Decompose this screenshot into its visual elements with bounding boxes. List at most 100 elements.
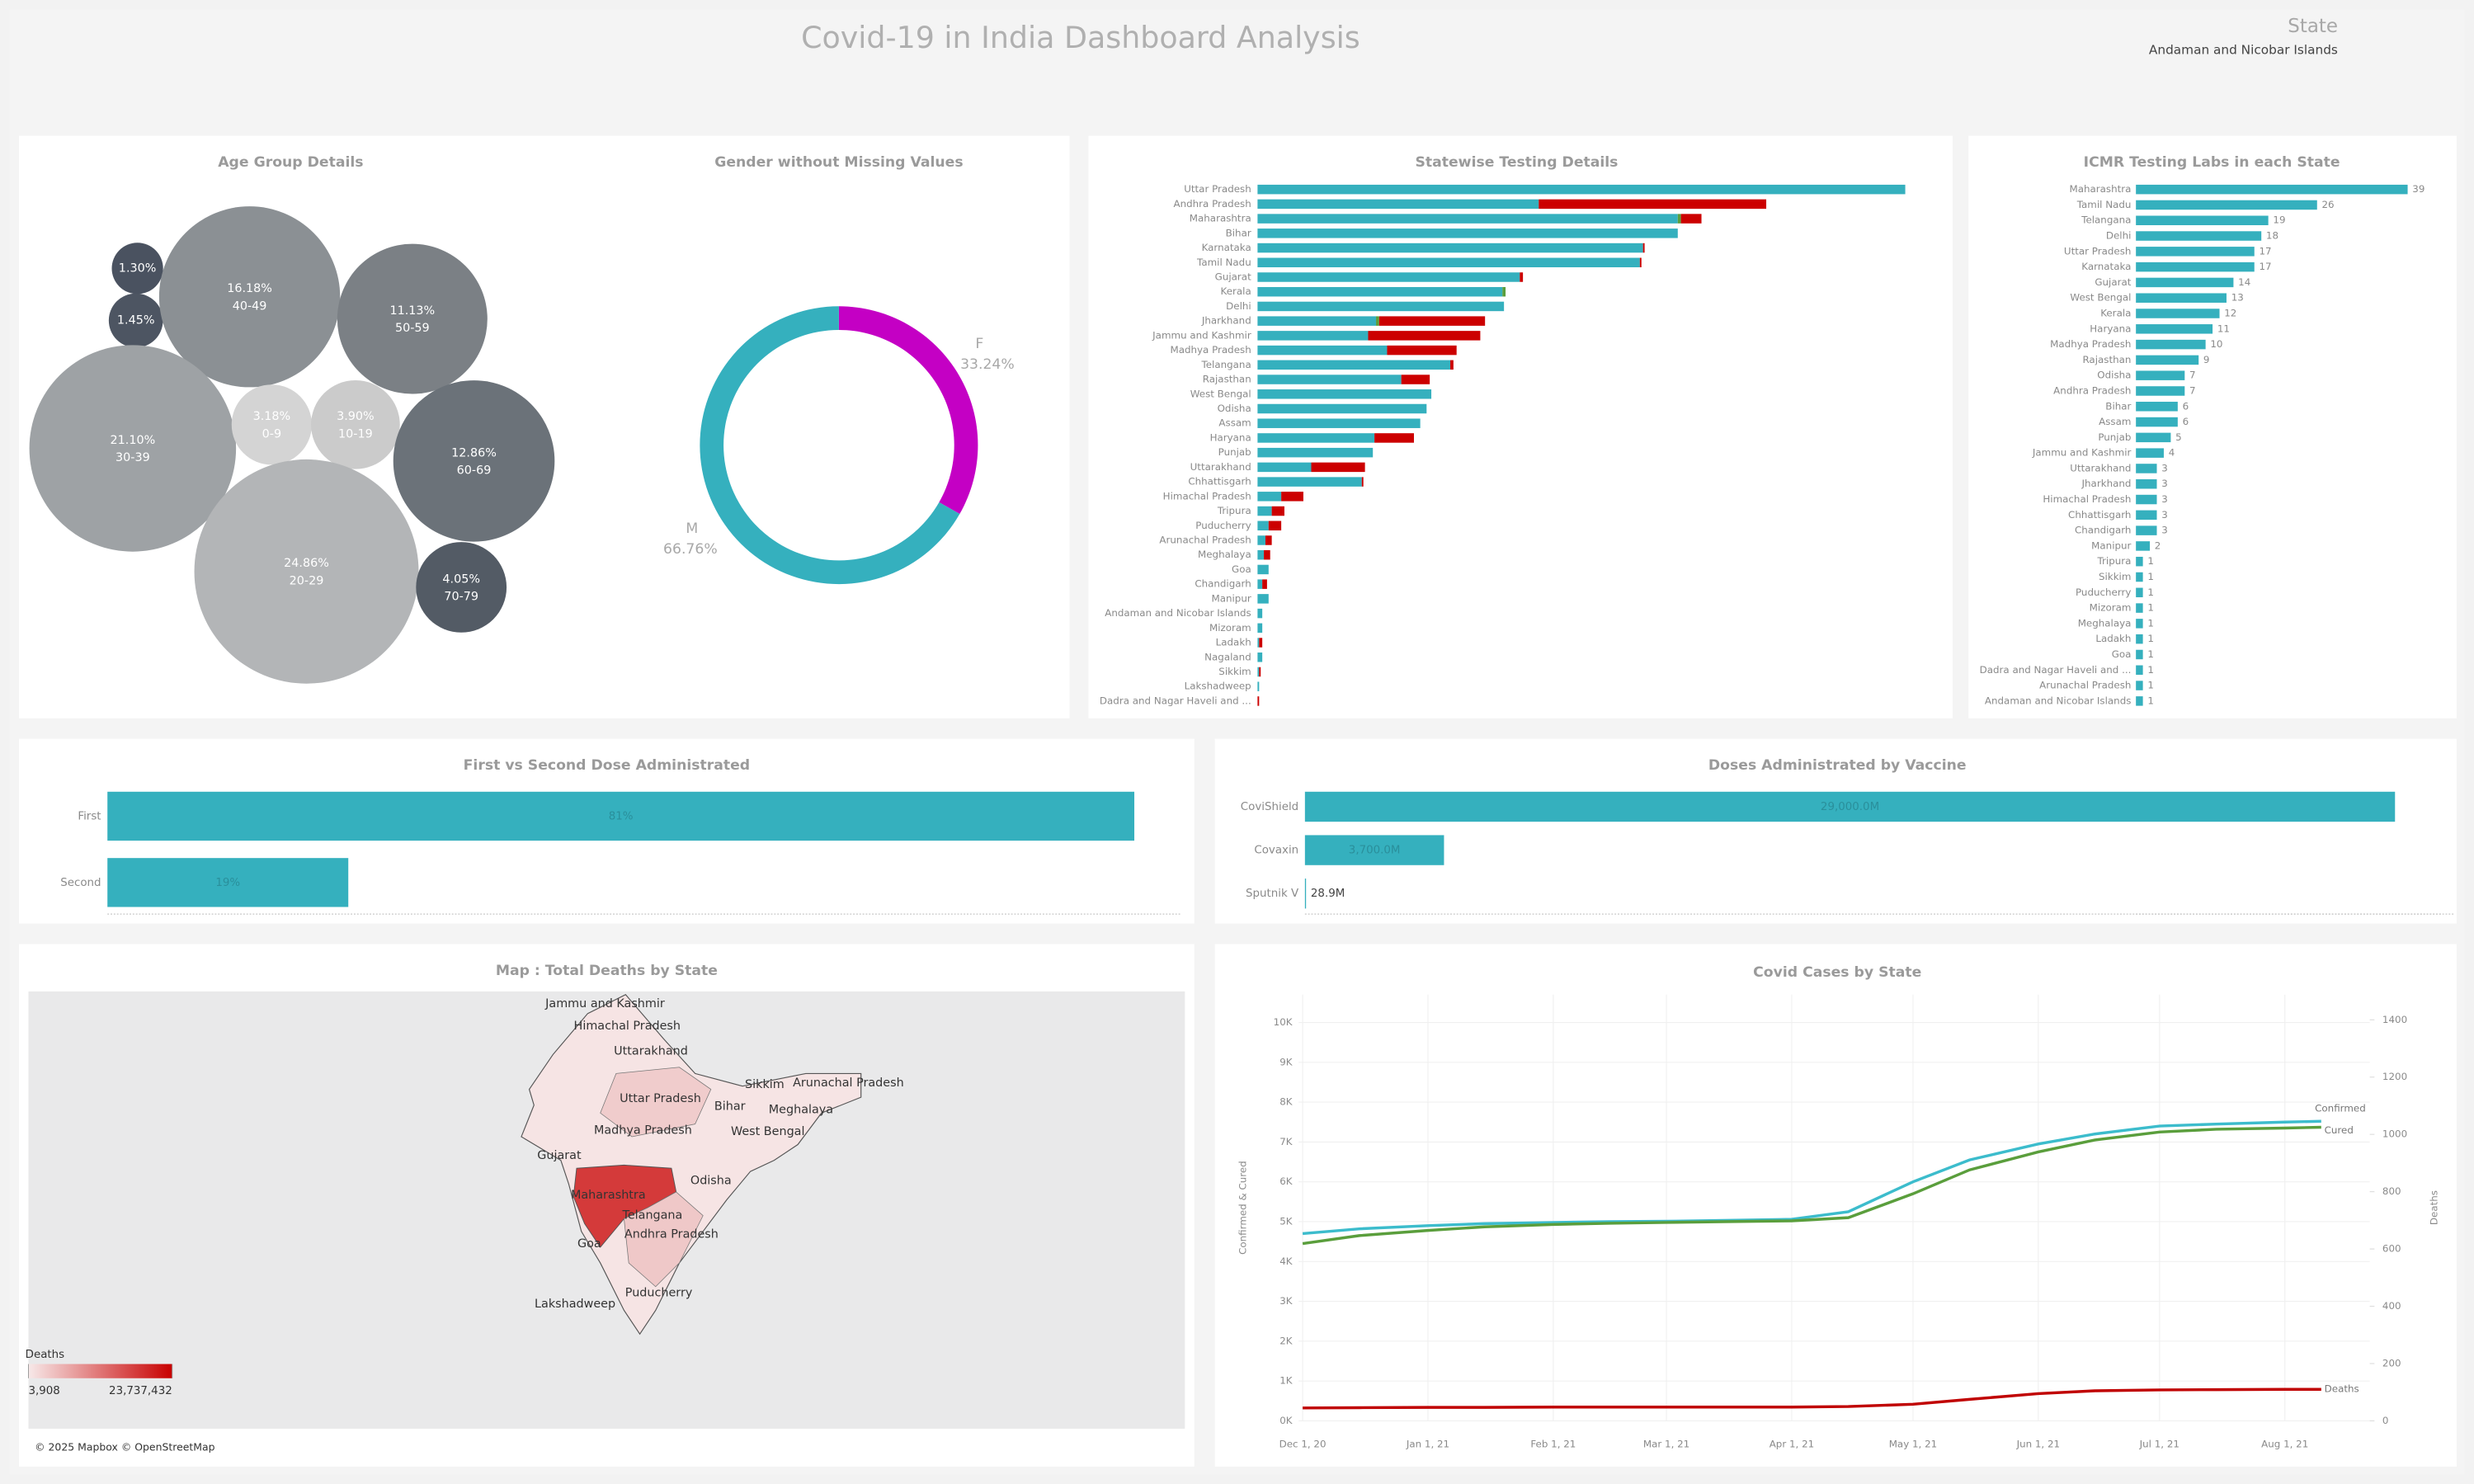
bar-segment xyxy=(1257,462,1312,473)
value-label: 1 xyxy=(2147,695,2154,706)
value-label: 6 xyxy=(2183,400,2189,412)
bubble-category: 70-79 xyxy=(444,590,478,603)
bar-segment xyxy=(1257,638,1260,648)
map-label: Gujarat xyxy=(537,1149,582,1162)
value-label: 18 xyxy=(2266,230,2278,242)
y-tick-label: Jammu and Kashmir xyxy=(1152,329,1251,341)
y-tick-label: Tripura xyxy=(2097,555,2132,567)
x-tick-label: May 1, 21 xyxy=(1889,1439,1937,1450)
bar-segment xyxy=(1281,492,1303,502)
y-tick-label: Karnataka xyxy=(1202,242,1251,253)
bar xyxy=(2136,572,2143,582)
bubble-label: 24.86% xyxy=(284,557,329,570)
state-shape[interactable] xyxy=(624,1191,704,1288)
bar-segment xyxy=(1257,360,1451,370)
y-tick-label: 10K xyxy=(1274,1016,1294,1028)
chart-title: Map : Total Deaths by State xyxy=(496,963,718,979)
bar-segment xyxy=(1257,623,1263,634)
value-label: 6 xyxy=(2183,416,2189,427)
bar-segment xyxy=(1257,681,1260,691)
bar xyxy=(2136,541,2151,551)
y-tick-label: Second xyxy=(60,877,101,889)
y-tick-label: Madhya Pradesh xyxy=(2050,338,2131,350)
chart-title: Gender without Missing Values xyxy=(714,154,963,171)
y-tick-label: 5K xyxy=(1279,1215,1294,1227)
bubble xyxy=(337,243,488,394)
bubble-label: 21.10% xyxy=(111,434,156,447)
bar-segment xyxy=(1257,535,1265,545)
bubble xyxy=(393,380,555,542)
india-outline[interactable] xyxy=(521,993,862,1336)
y-tick-label: Gujarat xyxy=(2095,276,2131,288)
y-tick-label: Manipur xyxy=(2091,539,2131,551)
y-tick-label: 9K xyxy=(1279,1056,1294,1067)
y-tick-label: Haryana xyxy=(1210,431,1251,443)
bar-segment xyxy=(1450,360,1454,370)
bar-segment xyxy=(1368,331,1481,341)
line xyxy=(1302,1119,2321,1236)
bubble-label: 1.30% xyxy=(119,261,157,275)
bar xyxy=(2136,556,2143,567)
value-label: 19 xyxy=(2273,214,2285,226)
y-tick-label: West Bengal xyxy=(2070,292,2131,304)
map-label: Puducherry xyxy=(625,1286,693,1299)
y-tick-label: Covaxin xyxy=(1254,845,1298,857)
y-tick-label: Andhra Pradesh xyxy=(2053,384,2131,396)
map-label: Telangana xyxy=(622,1209,683,1223)
bar xyxy=(2136,231,2262,241)
bubble-label: 4.05% xyxy=(442,572,480,586)
map-label: Lakshadweep xyxy=(535,1298,615,1311)
y-tick-label: Telangana xyxy=(1201,359,1251,370)
bar xyxy=(2136,293,2227,303)
bubble xyxy=(29,345,237,552)
bar-segment xyxy=(1257,521,1269,531)
x-tick-label: Feb 1, 21 xyxy=(1530,1439,1576,1450)
y-tick-label: Rajasthan xyxy=(1203,374,1251,385)
bar-segment xyxy=(1257,549,1265,560)
dashboard-title: Covid-19 in India Dashboard Analysis xyxy=(801,20,1360,55)
y-tick-label: Dadra and Nagar Haveli and ... xyxy=(1980,664,2132,676)
bubble-label: 3.90% xyxy=(337,410,375,423)
y-tick-label: Delhi xyxy=(2106,230,2132,242)
bubble-category: 30-39 xyxy=(115,451,150,464)
map-label: Maharashtra xyxy=(571,1189,646,1202)
bar xyxy=(2136,448,2164,458)
y-tick-label: Arunachal Pradesh xyxy=(1159,534,1251,545)
bubble-label: 16.18% xyxy=(227,282,272,295)
y-tick-label: 4K xyxy=(1279,1256,1294,1267)
bar-segment xyxy=(1257,228,1678,238)
value-label: 12 xyxy=(2224,308,2236,319)
legend-gradient xyxy=(28,1364,172,1378)
bar-segment xyxy=(1257,652,1263,662)
y2-tick-label: 1000 xyxy=(2382,1128,2407,1140)
value-label: 17 xyxy=(2260,261,2272,272)
y-tick-label: First xyxy=(78,810,101,822)
y-tick-label: Arunachal Pradesh xyxy=(2039,680,2131,691)
bar-segment xyxy=(1257,345,1388,356)
bar xyxy=(2136,261,2255,272)
bar xyxy=(2136,525,2157,535)
x-tick-label: Aug 1, 21 xyxy=(2261,1439,2308,1450)
bar-segment xyxy=(1257,301,1505,312)
bar-segment xyxy=(1257,331,1369,341)
bar xyxy=(2136,386,2185,396)
y-tick-label: Odisha xyxy=(1218,403,1251,414)
state-shape[interactable] xyxy=(600,1067,712,1138)
value-label: 1 xyxy=(2147,571,2154,582)
y-tick-label: Telangana xyxy=(2081,214,2131,226)
bar-segment xyxy=(1680,214,1702,224)
y2-axis-title: Deaths xyxy=(2429,1190,2440,1225)
bar-segment xyxy=(1361,477,1364,487)
y-tick-label: Jharkhand xyxy=(2081,478,2132,489)
y-axis-title: Confirmed & Cured xyxy=(1237,1161,1249,1255)
y2-tick-label: 200 xyxy=(2382,1357,2401,1369)
map-label: West Bengal xyxy=(731,1125,804,1138)
bubble xyxy=(108,293,163,348)
bar xyxy=(2136,603,2143,613)
bar-segment xyxy=(1520,272,1524,282)
bar-segment xyxy=(1257,447,1374,458)
bar xyxy=(2136,681,2143,690)
map-label: Jammu and Kashmir xyxy=(544,997,665,1011)
filter-value[interactable]: Andaman and Nicobar Islands xyxy=(2149,43,2338,58)
bar-segment xyxy=(1257,403,1427,414)
